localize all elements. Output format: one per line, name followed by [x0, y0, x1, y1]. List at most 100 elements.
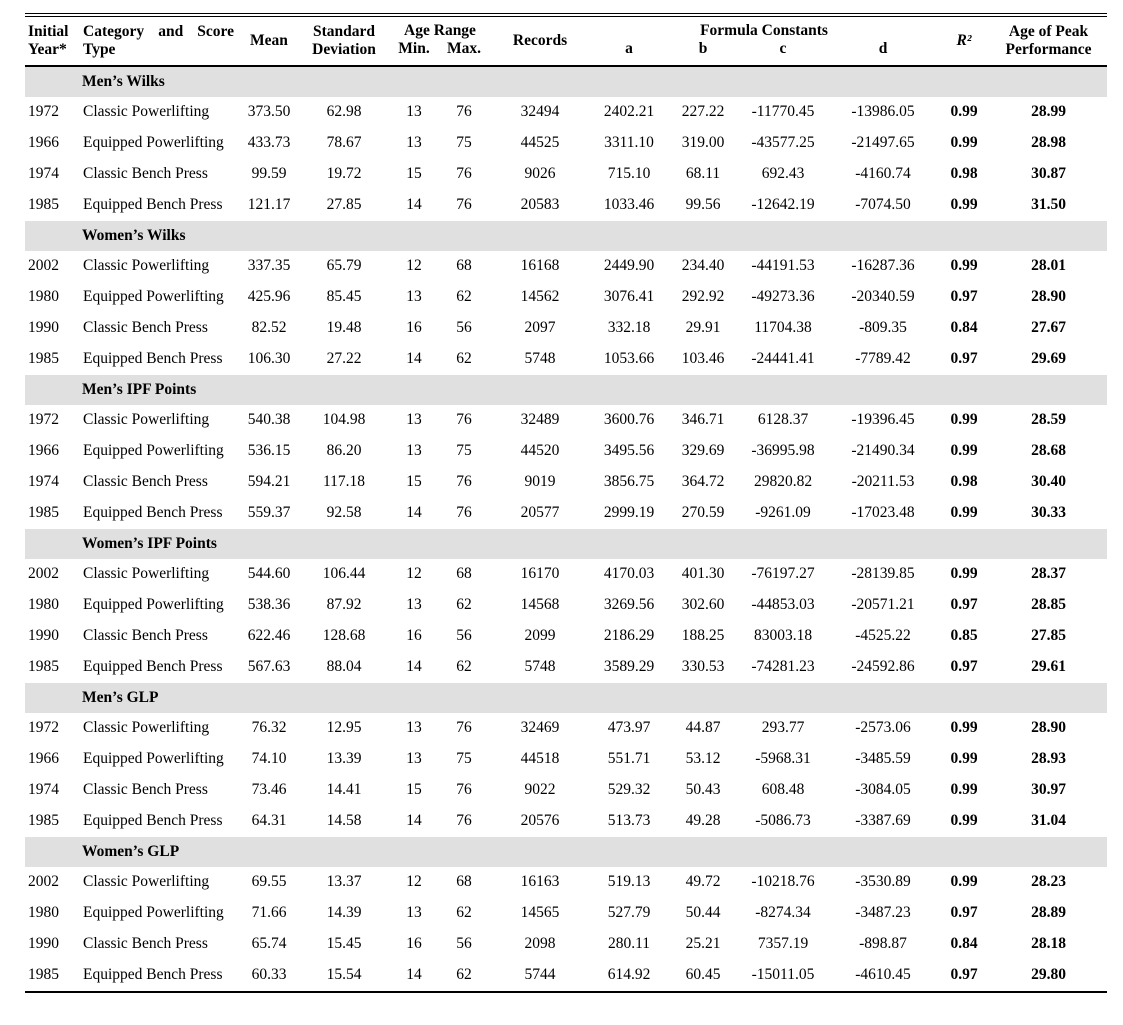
cell-max: 76 — [456, 504, 472, 522]
cell-c: -49273.36 — [751, 288, 815, 306]
cell-category: Equipped Bench Press — [83, 658, 223, 676]
cell-min: 12 — [406, 257, 422, 275]
cell-r2: 0.84 — [950, 319, 978, 337]
cell-d: -21490.34 — [851, 442, 915, 460]
cell-min: 14 — [406, 812, 422, 830]
cell-min: 14 — [406, 350, 422, 368]
cell-c: -76197.27 — [751, 565, 815, 583]
cell-r2: 0.99 — [950, 196, 978, 214]
cell-records: 44518 — [520, 750, 560, 768]
col-header-std-deviation: Standard Deviation — [298, 15, 390, 67]
cell-a: 2186.29 — [603, 627, 655, 645]
cell-d: -7789.42 — [855, 350, 911, 368]
table-row: 1985 Equipped Bench Press 106.30 27.22 14 62 5… — [25, 344, 1107, 375]
cell-min: 16 — [406, 319, 422, 337]
cell-min: 13 — [406, 750, 422, 768]
cell-peak: 28.01 — [1031, 257, 1066, 275]
cell-d: -24592.86 — [851, 658, 915, 676]
cell-r2: 0.97 — [950, 904, 978, 922]
cell-b: 270.59 — [681, 504, 725, 522]
cell-b: 234.40 — [681, 257, 725, 275]
cell-r2: 0.99 — [950, 103, 978, 121]
table-row: 1966 Equipped Powerlifting 74.10 13.39 13 75 4… — [25, 744, 1107, 775]
cell-sd: 65.79 — [326, 257, 362, 275]
cell-category: Equipped Powerlifting — [83, 596, 224, 614]
cell-mean: 433.73 — [247, 134, 291, 152]
cell-sd: 88.04 — [326, 658, 362, 676]
cell-mean: 76.32 — [251, 719, 287, 737]
cell-max: 62 — [456, 904, 472, 922]
cell-category: Equipped Powerlifting — [83, 442, 224, 460]
cell-sd: 62.98 — [326, 103, 362, 121]
cell-category: Classic Bench Press — [83, 165, 208, 183]
table-body: Men’s Wilks 1972 Classic Powerlifting 373.5… — [25, 65, 1108, 992]
cell-category: Equipped Bench Press — [83, 504, 223, 522]
cell-b: 50.43 — [685, 781, 721, 799]
cell-year: 1980 — [28, 904, 59, 922]
cell-records: 14562 — [520, 288, 560, 306]
section-title: Women’s IPF Points — [25, 528, 1108, 559]
cell-b: 302.60 — [681, 596, 725, 614]
cell-mean: 65.74 — [251, 935, 287, 953]
cell-d: -4525.22 — [855, 627, 911, 645]
cell-sd: 14.58 — [326, 812, 362, 830]
cell-b: 44.87 — [685, 719, 721, 737]
cell-mean: 559.37 — [247, 504, 291, 522]
cell-peak: 28.68 — [1031, 442, 1066, 460]
cell-c: -11770.45 — [751, 103, 815, 121]
section-title: Women’s Wilks — [25, 220, 1108, 251]
cell-a: 1033.46 — [603, 196, 655, 214]
cell-sd: 14.41 — [326, 781, 362, 799]
cell-year: 1980 — [28, 596, 59, 614]
table-row: 1966 Equipped Powerlifting 433.73 78.67 13 75… — [25, 128, 1107, 159]
cell-b: 227.22 — [681, 103, 725, 121]
cell-b: 188.25 — [681, 627, 725, 645]
cell-max: 56 — [456, 319, 472, 337]
cell-d: -7074.50 — [855, 196, 911, 214]
table-row: 1985 Equipped Bench Press 64.31 14.58 14 76 20… — [25, 806, 1107, 837]
cell-d: -16287.36 — [851, 257, 915, 275]
col-header-age-of-peak: Age of Peak Performance — [990, 15, 1108, 67]
cell-mean: 121.17 — [247, 196, 291, 214]
cell-b: 346.71 — [681, 411, 725, 429]
cell-r2: 0.84 — [950, 935, 978, 953]
table-row: 1990 Classic Bench Press 65.74 15.45 16 56 209… — [25, 929, 1107, 960]
col-header-records: Records — [490, 15, 590, 67]
cell-year: 1980 — [28, 288, 59, 306]
cell-c: -5968.31 — [755, 750, 811, 768]
cell-c: 11704.38 — [754, 319, 812, 337]
cell-r2: 0.98 — [950, 473, 978, 491]
cell-min: 16 — [406, 935, 422, 953]
cell-year: 1974 — [28, 165, 59, 183]
cell-a: 473.97 — [607, 719, 651, 737]
cell-sd: 117.18 — [322, 473, 366, 491]
cell-sd: 128.68 — [322, 627, 366, 645]
cell-category: Classic Bench Press — [83, 627, 208, 645]
cell-r2: 0.99 — [950, 504, 978, 522]
cell-min: 14 — [406, 966, 422, 984]
cell-peak: 28.93 — [1031, 750, 1066, 768]
cell-records: 20577 — [520, 504, 560, 522]
cell-c: -15011.05 — [751, 966, 815, 984]
cell-d: -3487.23 — [855, 904, 911, 922]
cell-b: 364.72 — [681, 473, 725, 491]
col-header-min: Min. — [390, 39, 438, 67]
col-header-r-squared: R² — [938, 15, 991, 67]
cell-d: -20340.59 — [851, 288, 915, 306]
cell-category: Classic Powerlifting — [83, 103, 210, 121]
cell-max: 76 — [456, 165, 472, 183]
cell-b: 53.12 — [685, 750, 721, 768]
cell-b: 319.00 — [681, 134, 725, 152]
cell-peak: 30.87 — [1031, 165, 1066, 183]
cell-c: 83003.18 — [753, 627, 813, 645]
cell-min: 13 — [406, 103, 422, 121]
cell-max: 76 — [456, 473, 472, 491]
section-title: Men’s GLP — [25, 682, 1108, 713]
table-row: 1990 Classic Bench Press 82.52 19.48 16 56 209… — [25, 313, 1107, 344]
cell-year: 1966 — [28, 750, 59, 768]
cell-year: 1966 — [28, 442, 59, 460]
cell-r2: 0.85 — [950, 627, 978, 645]
cell-year: 2002 — [28, 257, 59, 275]
cell-d: -19396.45 — [851, 411, 915, 429]
cell-category: Equipped Bench Press — [83, 196, 223, 214]
